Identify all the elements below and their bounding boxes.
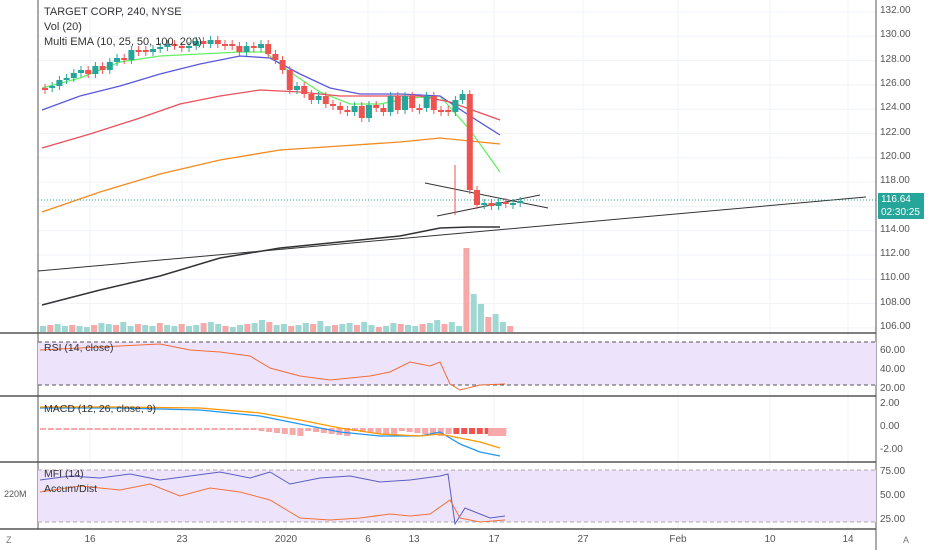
price-axis-label: 112.00 xyxy=(880,248,910,259)
symbol-title[interactable]: TARGET CORP, 240, NYSE xyxy=(44,6,182,18)
rsi-legend[interactable]: RSI (14, close) xyxy=(44,342,114,354)
ema-lines xyxy=(41,51,501,306)
mfi-axis-label: 75.00 xyxy=(880,466,906,477)
auto-scale-toggle[interactable]: A xyxy=(903,535,910,545)
time-axis-label: Feb xyxy=(669,534,687,545)
macd-axis-label: -2.00 xyxy=(880,444,903,455)
time-axis-label: 14 xyxy=(842,534,854,545)
time-axis-label: 17 xyxy=(488,534,500,545)
price-axis-label: 126.00 xyxy=(880,77,911,89)
price-axis-label: 122.00 xyxy=(880,126,911,138)
time-axis-label: 10 xyxy=(764,534,776,545)
price-axis-label: 118.00 xyxy=(880,175,910,187)
grid-lines xyxy=(38,0,876,530)
time-axis-label: 23 xyxy=(176,534,188,545)
price-axis-label: 114.00 xyxy=(880,223,910,235)
rsi-axis-label: 40.00 xyxy=(880,364,906,375)
candlesticks xyxy=(42,36,524,215)
macd-axis-label: 2.00 xyxy=(880,398,900,409)
rsi-axis-label: 60.00 xyxy=(880,345,906,356)
price-axis-label: 120.00 xyxy=(880,150,911,162)
price-axis-label: 130.00 xyxy=(880,29,911,41)
left-volume-scale: 220M xyxy=(4,489,27,499)
time-axis-label: 2020 xyxy=(274,534,298,545)
mfi-axis-label: 25.00 xyxy=(880,514,906,525)
volume-legend[interactable]: Vol (20) xyxy=(44,21,82,33)
macd-pane xyxy=(40,406,507,457)
price-axis-label: 110.00 xyxy=(880,272,910,284)
price-axis-label: 132.00 xyxy=(880,5,911,16)
timezone-toggle[interactable]: Z xyxy=(6,535,12,545)
time-axis-label: 27 xyxy=(577,534,589,545)
time-axis-label: 16 xyxy=(84,534,96,545)
price-axis-label: 108.00 xyxy=(880,296,911,308)
time-axis-label: 6 xyxy=(365,534,371,545)
price-axis-label: 128.00 xyxy=(880,53,911,65)
rsi-pane xyxy=(38,341,876,391)
macd-axis-label: 0.00 xyxy=(880,421,900,432)
time-axis-label: 13 xyxy=(408,534,420,545)
rsi-axis-label: 20.00 xyxy=(880,383,906,394)
macd-legend[interactable]: MACD (12, 26, close, 9) xyxy=(44,403,157,415)
mfi-axis-label: 50.00 xyxy=(880,490,906,501)
pane-separators[interactable] xyxy=(0,0,877,550)
price-axis-label: 124.00 xyxy=(880,102,911,114)
volume-bars xyxy=(40,248,514,332)
ema-legend[interactable]: Multi EMA (10, 25, 50, 100, 200) xyxy=(44,36,202,48)
last-price-tag: 116.64 xyxy=(878,193,924,206)
countdown-tag: 02:30:25 xyxy=(878,206,924,219)
accum-dist-label[interactable]: Accum/Dist xyxy=(44,483,98,495)
mfi-legend[interactable]: MFI (14) Accum/Dist xyxy=(44,467,97,497)
mfi-label[interactable]: MFI (14) xyxy=(44,468,84,480)
mfi-pane xyxy=(38,469,876,526)
price-axis-label: 106.00 xyxy=(880,320,911,332)
main-legend[interactable]: TARGET CORP, 240, NYSE Vol (20) Multi EM… xyxy=(44,5,202,50)
